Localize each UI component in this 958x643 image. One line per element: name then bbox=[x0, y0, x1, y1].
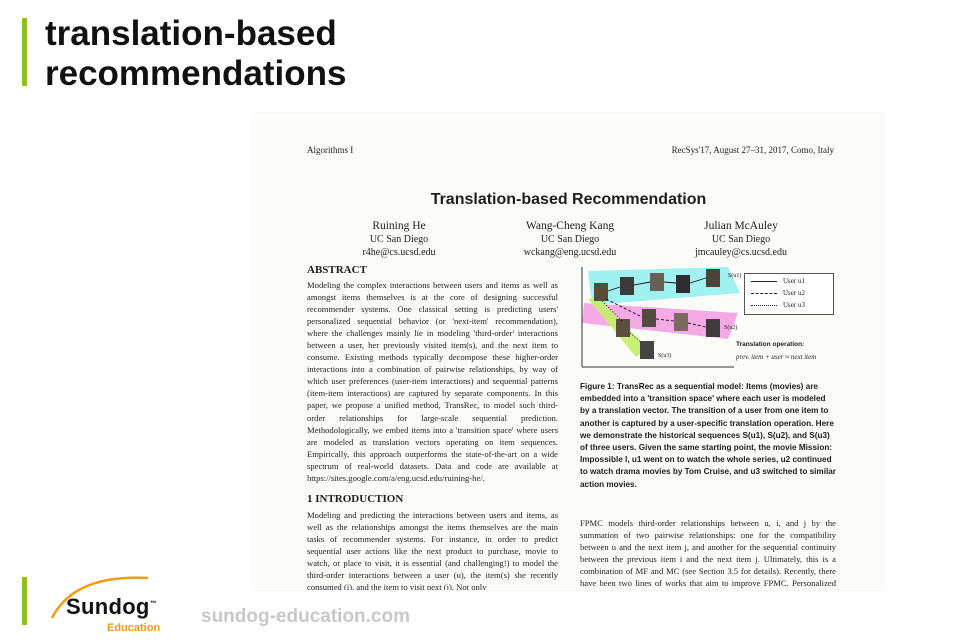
seq-label-u3: S(u3) bbox=[658, 352, 671, 359]
author-name: Ruining He bbox=[372, 220, 426, 232]
right-column-text: FPMC models third-order relationships be… bbox=[580, 518, 836, 589]
author-email: wckang@eng.ucsd.edu bbox=[523, 247, 617, 258]
movie-thumb bbox=[620, 277, 634, 295]
legend-item-u3: User u3 bbox=[751, 301, 805, 309]
legend-line-solid bbox=[751, 280, 777, 282]
translation-arrow bbox=[663, 281, 677, 284]
seq-label-u2: S(u2) bbox=[724, 324, 737, 331]
logo-wordmark: Sundog™ bbox=[66, 594, 157, 620]
legend-item-u1: User u1 bbox=[751, 277, 805, 285]
movie-thumb bbox=[706, 269, 720, 287]
translation-arrow bbox=[655, 318, 675, 322]
logo-arc-icon bbox=[50, 576, 149, 619]
movie-thumb bbox=[650, 273, 664, 291]
figure-diagram: S(u1) S(u2) S(u3) bbox=[581, 267, 741, 368]
translation-arrow bbox=[687, 322, 707, 328]
paper-title: Translation-based Recommendation bbox=[430, 191, 707, 208]
legend-label: User u3 bbox=[783, 301, 805, 309]
abstract-text: Modeling the complex interactions betwee… bbox=[307, 280, 558, 483]
translation-arrow bbox=[607, 286, 621, 292]
translation-op-equation: prev. item + user ≈ next item bbox=[736, 353, 817, 361]
movie-thumb bbox=[642, 309, 656, 327]
legend-label: User u1 bbox=[783, 277, 805, 285]
abstract-heading: ABSTRACT bbox=[307, 264, 367, 276]
translation-arrow bbox=[689, 277, 707, 284]
brand-accent-bar bbox=[22, 577, 27, 625]
introduction-text: Modeling and predicting the interactions… bbox=[307, 510, 558, 590]
slide-title: translation-based recommendations bbox=[45, 14, 346, 94]
author-affiliation: UC San Diego bbox=[540, 234, 600, 245]
slide-title-line2: recommendations bbox=[45, 54, 347, 93]
paper-screenshot: Algorithms I RecSys'17, August 27–31, 20… bbox=[253, 113, 884, 590]
introduction-heading: 1 INTRODUCTION bbox=[307, 493, 404, 505]
paper-header-right: RecSys'17, August 27–31, 2017, Como, Ita… bbox=[671, 145, 834, 155]
author-1: Ruining He UC San Diego r4he@cs.ucsd.edu bbox=[319, 220, 479, 259]
movie-thumb bbox=[616, 319, 630, 337]
figure-transrec: S(u1) S(u2) S(u3) User u1 User u2 User u… bbox=[578, 263, 840, 373]
legend-label: User u2 bbox=[783, 289, 805, 297]
author-name: Wang-Cheng Kang bbox=[525, 220, 615, 232]
author-affiliation: UC San Diego bbox=[711, 234, 771, 245]
website-url: sundog-education.com bbox=[201, 606, 410, 627]
legend-line-dashed bbox=[751, 292, 777, 294]
legend-line-dotted bbox=[751, 304, 777, 306]
translation-arrow bbox=[605, 298, 643, 318]
logo-arc-path bbox=[50, 576, 149, 619]
movie-thumb bbox=[594, 283, 608, 301]
figure-legend: User u1 User u2 User u3 bbox=[744, 273, 834, 315]
movie-thumb bbox=[674, 313, 688, 331]
seq-label-u1: S(u1) bbox=[728, 272, 741, 279]
figure-caption: Figure 1: TransRec as a sequential model… bbox=[580, 382, 836, 489]
paper-header-left: Algorithms I bbox=[307, 145, 354, 155]
movie-thumb bbox=[676, 275, 690, 293]
translation-op-title: Translation operation: bbox=[736, 341, 805, 348]
author-email: r4he@cs.ucsd.edu bbox=[362, 247, 436, 258]
slide-title-line1: translation-based bbox=[45, 14, 337, 53]
logo-subtitle: Education bbox=[107, 622, 161, 634]
author-name: Julian McAuley bbox=[704, 220, 778, 232]
title-accent-bar bbox=[22, 18, 27, 86]
logo-text: Sundog bbox=[66, 594, 150, 619]
author-email: jmcauley@cs.ucsd.edu bbox=[695, 247, 787, 258]
movie-thumb bbox=[640, 341, 654, 359]
author-3: Julian McAuley UC San Diego jmcauley@cs.… bbox=[661, 220, 821, 259]
translation-arrow bbox=[633, 281, 651, 286]
band-u2 bbox=[582, 303, 738, 339]
logo-trademark: ™ bbox=[149, 600, 157, 608]
author-2: Wang-Cheng Kang UC San Diego wckang@eng.… bbox=[490, 220, 650, 259]
author-affiliation: UC San Diego bbox=[369, 234, 429, 245]
sundog-logo: Sundog™ Education bbox=[38, 566, 188, 638]
legend-item-u2: User u2 bbox=[751, 289, 805, 297]
movie-thumb bbox=[706, 319, 720, 337]
